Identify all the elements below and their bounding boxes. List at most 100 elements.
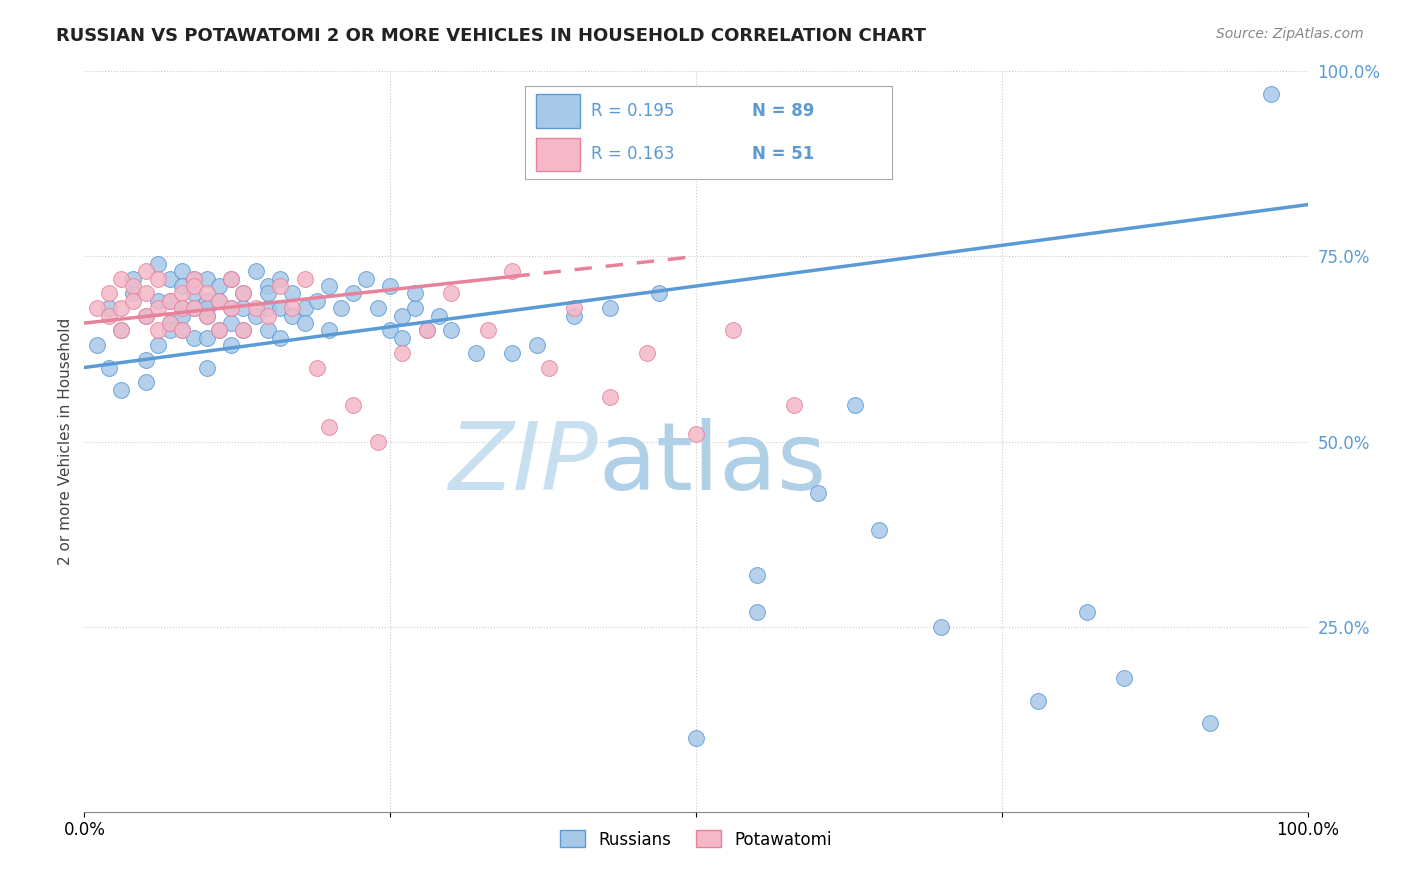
Y-axis label: 2 or more Vehicles in Household: 2 or more Vehicles in Household <box>58 318 73 566</box>
Point <box>208 324 231 338</box>
Point <box>305 293 328 308</box>
Point <box>269 301 291 316</box>
Point <box>208 279 231 293</box>
Point <box>195 331 218 345</box>
Point <box>195 286 218 301</box>
Point <box>477 324 499 338</box>
Point <box>1028 694 1050 708</box>
Point <box>86 338 108 352</box>
Point <box>135 353 157 368</box>
Point <box>208 293 231 308</box>
Point <box>135 286 157 301</box>
Point <box>783 398 806 412</box>
Point <box>367 434 389 449</box>
Point <box>440 286 463 301</box>
Point <box>380 279 402 293</box>
Point <box>172 264 194 278</box>
Point <box>416 324 439 338</box>
Point <box>110 301 132 316</box>
Point <box>232 301 254 316</box>
Point <box>721 324 744 338</box>
Point <box>342 286 364 301</box>
Point <box>747 605 769 619</box>
Point <box>219 301 242 316</box>
Text: ZIP: ZIP <box>449 418 598 509</box>
Point <box>135 376 157 390</box>
Point <box>269 331 291 345</box>
Point <box>599 390 621 404</box>
Point <box>219 271 242 285</box>
Point <box>318 279 340 293</box>
Point <box>440 324 463 338</box>
Point <box>269 279 291 293</box>
Point <box>391 331 413 345</box>
Point <box>159 271 181 285</box>
Point <box>122 293 145 308</box>
Point <box>318 324 340 338</box>
Point <box>183 271 205 285</box>
Point <box>183 279 205 293</box>
Point <box>281 286 304 301</box>
Point <box>183 271 205 285</box>
Point <box>427 309 450 323</box>
Point <box>172 324 194 338</box>
Point <box>110 271 132 285</box>
Point <box>257 301 280 316</box>
Point <box>172 309 194 323</box>
Point <box>195 309 218 323</box>
Point <box>122 271 145 285</box>
Point <box>172 301 194 316</box>
Point <box>562 309 585 323</box>
Point <box>869 524 891 538</box>
Point <box>159 324 181 338</box>
Point <box>97 309 120 323</box>
Point <box>135 264 157 278</box>
Point <box>110 383 132 397</box>
Point <box>195 293 218 308</box>
Point <box>232 286 254 301</box>
Point <box>648 286 671 301</box>
Point <box>391 345 413 359</box>
Point <box>159 293 181 308</box>
Point <box>502 264 524 278</box>
Point <box>97 301 120 316</box>
Point <box>245 264 267 278</box>
Point <box>257 286 280 301</box>
Point <box>416 324 439 338</box>
Point <box>232 286 254 301</box>
Point <box>159 293 181 308</box>
Point <box>219 271 242 285</box>
Legend: Russians, Potawatomi: Russians, Potawatomi <box>554 823 838 855</box>
Point <box>636 345 658 359</box>
Point <box>502 345 524 359</box>
Point <box>1260 87 1282 101</box>
Point <box>685 731 707 745</box>
Point <box>538 360 561 375</box>
Point <box>122 279 145 293</box>
Point <box>367 301 389 316</box>
Point <box>183 301 205 316</box>
Text: Source: ZipAtlas.com: Source: ZipAtlas.com <box>1216 27 1364 41</box>
Point <box>269 271 291 285</box>
Point <box>183 301 205 316</box>
Point <box>257 279 280 293</box>
Point <box>294 301 316 316</box>
Point <box>342 398 364 412</box>
Point <box>245 301 267 316</box>
Point <box>685 427 707 442</box>
Point <box>172 301 194 316</box>
Point <box>747 567 769 582</box>
Point <box>146 271 169 285</box>
Point <box>183 286 205 301</box>
Point <box>135 309 157 323</box>
Point <box>219 316 242 330</box>
Point <box>391 309 413 323</box>
Point <box>599 301 621 316</box>
Point <box>257 309 280 323</box>
Point <box>97 286 120 301</box>
Point <box>86 301 108 316</box>
Point <box>172 279 194 293</box>
Point <box>807 486 830 500</box>
Point <box>208 324 231 338</box>
Point <box>294 316 316 330</box>
